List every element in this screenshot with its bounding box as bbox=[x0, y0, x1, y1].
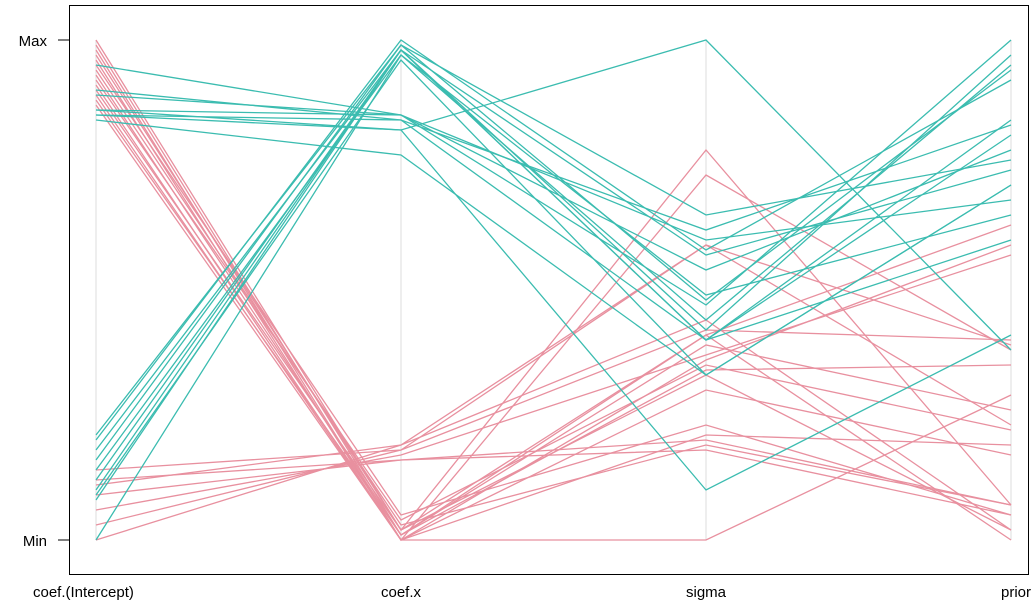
series-line-1 bbox=[95, 39, 1012, 532]
series-line-13 bbox=[95, 99, 1012, 536]
x-axis-label-4: prior bbox=[1001, 584, 1031, 601]
series-line-10 bbox=[95, 84, 1012, 541]
x-axis-label-1: coef.(Intercept) bbox=[33, 584, 134, 601]
series-line-9 bbox=[95, 79, 1012, 521]
series-line-3 bbox=[95, 49, 1012, 542]
y-tick-label-max: Max bbox=[19, 33, 48, 50]
series-line-20 bbox=[95, 244, 1012, 471]
series-line-19 bbox=[95, 319, 1012, 531]
series-line-34 bbox=[95, 94, 1012, 241]
x-axis-label-3: sigma bbox=[686, 584, 727, 601]
series-lines bbox=[95, 39, 1012, 542]
series-line-8 bbox=[95, 74, 1012, 536]
y-axis: Max Min bbox=[19, 33, 69, 550]
axis-lines bbox=[95, 40, 1012, 540]
series-line-14 bbox=[95, 104, 1012, 541]
series-line-35 bbox=[95, 109, 1012, 271]
series-line-39 bbox=[95, 119, 1012, 376]
series-line-30 bbox=[95, 49, 1012, 501]
series-line-25 bbox=[95, 44, 1012, 461]
series-line-18 bbox=[95, 439, 1012, 506]
x-axis: coef.(Intercept) coef.x sigma prior bbox=[33, 584, 1031, 601]
series-line-32 bbox=[95, 39, 1012, 306]
series-line-38 bbox=[95, 39, 1012, 351]
x-axis-label-2: coef.x bbox=[381, 584, 422, 601]
series-line-27 bbox=[95, 49, 1012, 481]
series-line-17 bbox=[95, 254, 1012, 511]
y-tick-label-min: Min bbox=[23, 533, 47, 550]
series-line-23 bbox=[95, 39, 1012, 441]
series-line-6 bbox=[95, 64, 1012, 516]
series-line-15 bbox=[95, 244, 1012, 541]
series-line-37 bbox=[95, 114, 1012, 491]
series-line-36 bbox=[95, 114, 1012, 341]
series-line-28 bbox=[95, 49, 1012, 491]
series-line-21 bbox=[95, 449, 1012, 516]
